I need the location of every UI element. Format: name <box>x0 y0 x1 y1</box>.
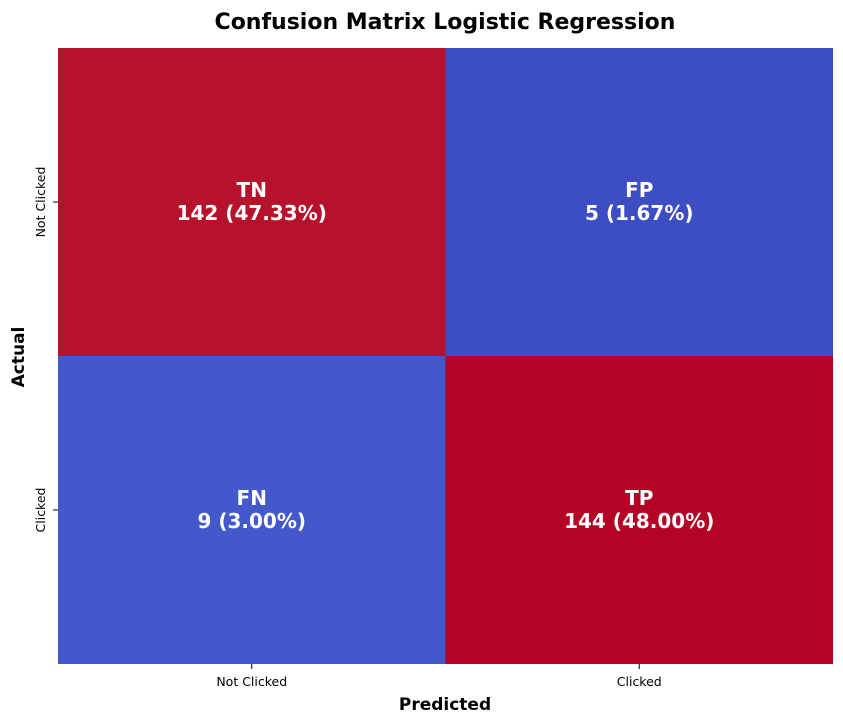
axis-ticks: Not Clicked Clicked Not Clicked Clicked <box>33 167 662 689</box>
cell-value-tp: 144 (48.00%) <box>564 509 714 533</box>
x-tick-label: Not Clicked <box>216 674 287 689</box>
x-tick-label: Clicked <box>617 674 662 689</box>
y-tick-label: Not Clicked <box>33 167 48 238</box>
heatmap-cell-fn <box>58 356 446 664</box>
heatmap-cell-tn <box>58 48 446 356</box>
cell-value-fn: 9 (3.00%) <box>197 509 306 533</box>
y-tick-label: Clicked <box>33 488 48 533</box>
cell-label-tn: TN <box>237 178 267 202</box>
cell-label-fp: FP <box>625 178 653 202</box>
heatmap-cell-fp <box>445 48 833 356</box>
chart-title: Confusion Matrix Logistic Regression <box>215 10 676 35</box>
x-axis-label: Predicted <box>399 695 491 715</box>
cell-value-tn: 142 (47.33%) <box>177 201 327 225</box>
heatmap-cell-tp <box>445 356 833 664</box>
cell-label-tp: TP <box>625 486 653 510</box>
cell-value-fp: 5 (1.67%) <box>585 201 694 225</box>
y-axis-label: Actual <box>9 327 29 388</box>
cell-label-fn: FN <box>237 486 267 510</box>
